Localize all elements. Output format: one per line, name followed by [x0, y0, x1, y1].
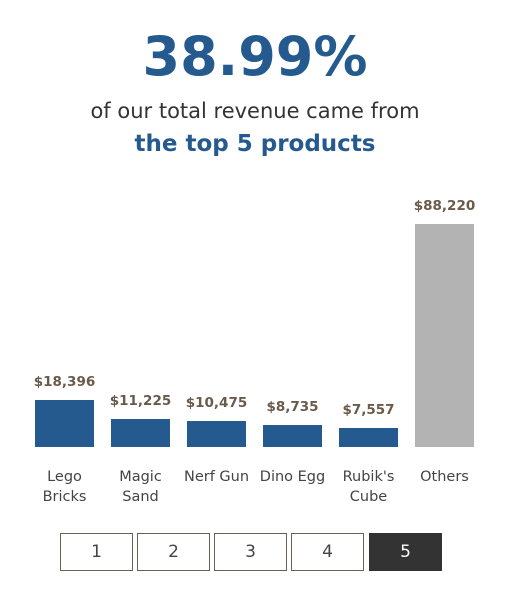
category-label: Others [420, 469, 469, 485]
page-button[interactable]: 3 [214, 533, 287, 571]
subtitle: of our total revenue came from [90, 99, 420, 123]
category-label: Magic Sand [119, 469, 162, 505]
bar [415, 224, 474, 447]
bar [35, 400, 94, 447]
bar [111, 418, 170, 447]
category-label: Lego Bricks [42, 469, 87, 505]
bar [263, 424, 322, 447]
value-label: $88,220 [413, 198, 476, 214]
category-label: Nerf Gun [183, 469, 250, 485]
page-button[interactable]: 5 [369, 533, 442, 571]
page-button[interactable]: 1 [60, 533, 133, 571]
page-button[interactable]: 4 [291, 533, 364, 571]
headline: 38.99% [142, 25, 368, 88]
bar [187, 420, 246, 447]
value-label: $8,735 [266, 398, 319, 415]
value-label: $11,225 [109, 392, 172, 409]
bar [339, 427, 398, 447]
value-label: $10,475 [185, 394, 248, 411]
category-label: Rubik's Cube [342, 469, 395, 505]
subtitle-emphasis: the top 5 products [134, 131, 376, 157]
value-label: $7,557 [342, 401, 395, 418]
category-label: Dino Egg [259, 469, 326, 485]
value-label: $18,396 [33, 374, 96, 391]
page-button[interactable]: 2 [137, 533, 210, 571]
